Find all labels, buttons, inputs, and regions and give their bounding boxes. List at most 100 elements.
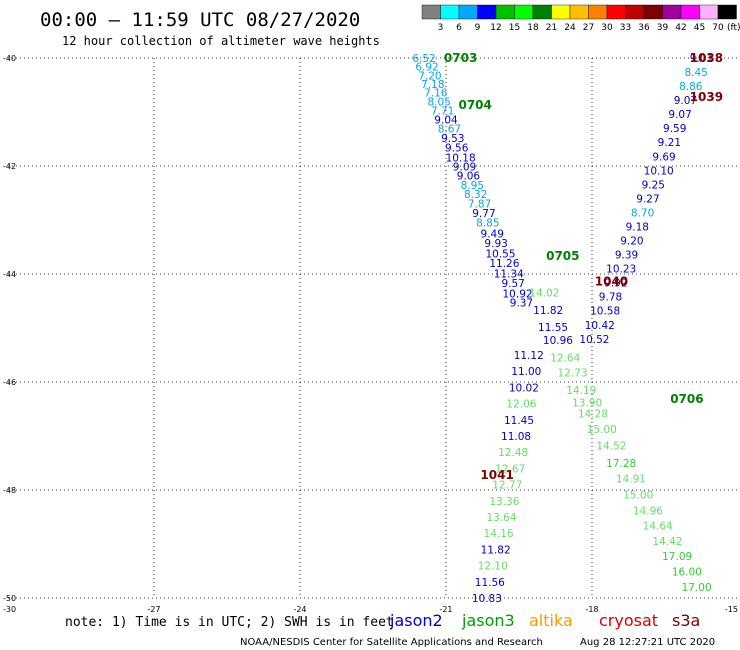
- scale-swatch: [588, 4, 608, 20]
- wave-height-label: 13.90: [572, 398, 602, 410]
- y-tick-label: -40: [3, 54, 16, 63]
- wave-height-label: 8.86: [679, 81, 703, 93]
- x-tick-label: -18: [585, 605, 598, 614]
- wave-height-label: 8.67: [438, 124, 461, 136]
- x-tick-label: -30: [3, 605, 16, 614]
- wave-height-label: 14.19: [566, 385, 596, 397]
- x-tick-label: -21: [439, 605, 452, 614]
- wave-height-label: 11.45: [504, 415, 534, 427]
- scale-label: 45: [694, 23, 705, 33]
- wave-height-label: 10.10: [644, 165, 674, 177]
- wave-height-label: 16.00: [672, 567, 702, 579]
- scale-label: 18: [527, 23, 539, 33]
- scale-swatch: [606, 4, 626, 20]
- wave-height-label: 10.96: [543, 335, 573, 347]
- wave-height-label: 12.48: [498, 447, 528, 459]
- wave-height-label: 14.52: [596, 441, 626, 453]
- wave-height-label: 6.92: [415, 62, 438, 74]
- wave-height-label: 10.92: [503, 288, 533, 300]
- wave-height-label: 9.07: [674, 95, 697, 107]
- wave-height-label: 8.85: [476, 218, 499, 230]
- footer-timestamp: Aug 28 12:27:21 UTC 2020: [580, 637, 715, 648]
- wave-height-label: 9.25: [642, 179, 665, 191]
- wave-height-label: 10.58: [590, 306, 620, 318]
- scale-label: 33: [620, 23, 631, 33]
- wave-height-label: 8.05: [427, 97, 450, 109]
- wave-height-label: 10.18: [446, 152, 476, 164]
- wave-height-label: 9.01: [690, 53, 713, 65]
- pass-time-label: 1040: [595, 274, 628, 288]
- pass-time-label: 0704: [458, 98, 491, 112]
- wave-height-label: 13.36: [489, 496, 519, 508]
- scale-label: 9: [475, 23, 481, 33]
- wave-height-label: 7.87: [468, 198, 491, 210]
- wave-height-label: 14.64: [643, 521, 673, 533]
- wave-height-label: 12.77: [492, 480, 522, 492]
- scale-swatch: [680, 4, 700, 20]
- wave-height-label: 15.00: [587, 424, 617, 436]
- scale-label: 21: [546, 23, 557, 33]
- wave-height-label: 8.70: [631, 207, 654, 219]
- wave-height-label: 14.96: [633, 506, 663, 518]
- pass-time-label: 0705: [546, 249, 579, 263]
- pass-time-labels: 0703 0704 0705 0706 1038 1039 1040 1041: [444, 51, 723, 482]
- y-tick-label: -48: [3, 486, 16, 495]
- x-tick-label: -15: [725, 605, 738, 614]
- scale-swatch: [532, 4, 552, 20]
- footer-credit: NOAA/NESDIS Center for Satellite Applica…: [240, 637, 543, 648]
- wave-height-label: 9.39: [615, 250, 638, 262]
- scale-swatch: [699, 4, 719, 20]
- wave-height-label: 9.04: [434, 115, 458, 127]
- pass-time-label: 0706: [670, 392, 703, 406]
- wave-height-label: 9.92: [604, 278, 627, 290]
- x-tick-label: -24: [293, 605, 306, 614]
- wave-height-label: 9.07: [668, 109, 691, 121]
- scale-label: 6: [456, 23, 462, 33]
- wave-height-label: 10.55: [485, 248, 515, 260]
- scale-swatch: [569, 4, 589, 20]
- satellite-legend-entry: s3a: [672, 611, 700, 630]
- data-points: 6.526.927.207.187.168.057.719.048.679.53…: [412, 53, 713, 605]
- scale-label: 39: [657, 23, 669, 33]
- scale-label: 42: [675, 23, 686, 33]
- wave-height-label: 9.20: [620, 236, 643, 248]
- wave-height-label: 11.56: [475, 577, 505, 589]
- scale-label: 36: [638, 23, 650, 33]
- wave-height-label: 9.69: [652, 151, 675, 163]
- y-tick-label: -46: [3, 378, 16, 387]
- satellite-legend: jason2 jason3 altika cryosat s3a: [389, 611, 700, 630]
- axis-tick-labels: -40 -42 -44 -46 -48 -50 -30 -27 -24 -21 -18 -15: [3, 54, 738, 614]
- satellite-legend-entry: altika: [529, 611, 573, 630]
- wave-height-label: 7.18: [421, 79, 444, 91]
- wave-height-label: 11.08: [501, 431, 531, 443]
- wave-height-label: 10.42: [585, 320, 615, 332]
- wave-height-label: 9.59: [663, 123, 686, 135]
- scale-swatch: [440, 4, 460, 20]
- wave-height-label: 10.52: [579, 334, 609, 346]
- pass-time-label: 1039: [690, 90, 723, 104]
- wave-height-label: 8.45: [684, 67, 707, 79]
- footer-note: note: 1) Time is in UTC; 2) SWH is in fe…: [65, 615, 394, 630]
- page-title: 00:00 – 11:59 UTC 08/27/2020: [40, 9, 360, 31]
- wave-height-label: 14.16: [484, 528, 514, 540]
- scale-label: 70: [712, 23, 724, 33]
- wave-height-label: 17.09: [662, 551, 692, 563]
- wave-height-label: 9.93: [484, 238, 507, 250]
- scale-unit: (ft): [727, 23, 740, 33]
- chart-grid: [8, 57, 738, 599]
- x-tick-label: -27: [147, 605, 160, 614]
- wave-height-label: 12.73: [558, 367, 588, 379]
- scale-swatch: [625, 4, 645, 20]
- wave-height-label: 11.26: [489, 258, 519, 270]
- scale-swatch: [662, 4, 682, 20]
- wave-height-label: 9.53: [441, 133, 464, 145]
- scale-swatch: [514, 4, 534, 20]
- scale-swatch: [717, 4, 737, 20]
- wave-height-label: 10.23: [606, 264, 636, 276]
- wave-height-label: 8.32: [464, 189, 487, 201]
- pass-time-label: 1041: [480, 468, 513, 482]
- scale-label: 12: [490, 23, 501, 33]
- pass-time-label: 0703: [444, 51, 477, 65]
